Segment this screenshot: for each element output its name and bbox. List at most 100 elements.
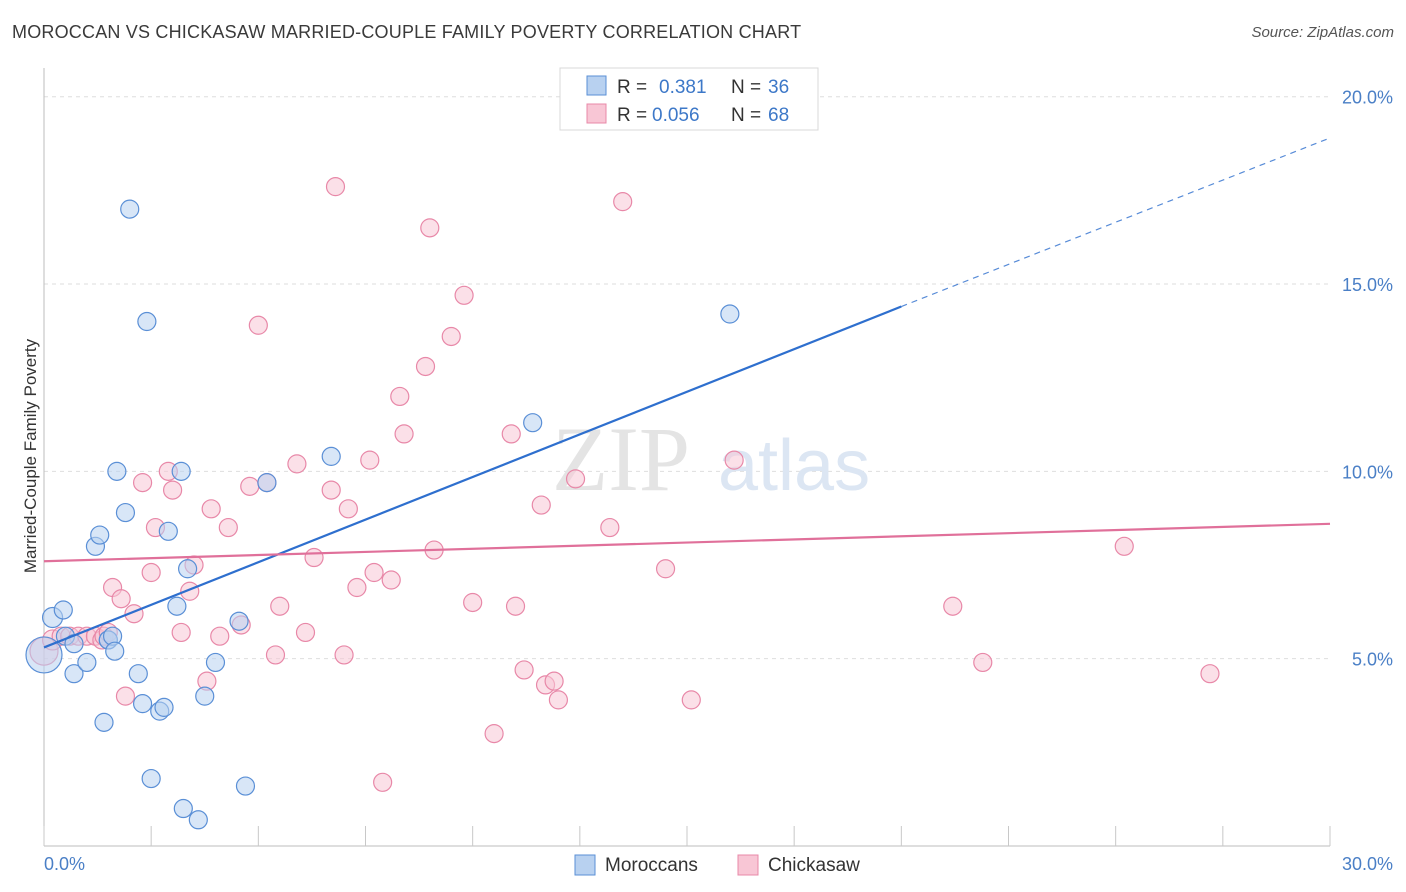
chickasaw-point-11 [111, 589, 131, 609]
legend-swatch-moroccans [574, 854, 596, 876]
series-legend: Moroccans Chickasaw [574, 854, 860, 876]
tick-labels: 5.0% 10.0% 15.0% 20.0% 0.0% 30.0% [44, 88, 1393, 874]
chickasaw-point-44 [390, 386, 410, 407]
chickasaw-point-39 [347, 577, 367, 598]
moroccans-point-0 [25, 636, 63, 674]
legend-swatch-chickasaw [737, 854, 759, 876]
moroccans-point-14 [107, 461, 127, 481]
y-tick-label-3: 20.0% [1342, 88, 1393, 108]
watermark-zip: ZIP [552, 408, 690, 510]
chickasaw-point-40 [360, 450, 380, 470]
moroccans-point-20 [141, 768, 161, 789]
moroccans-point-30 [205, 652, 226, 673]
chickasaw-point-28 [248, 315, 268, 335]
legend-n-value-pink: 68 [768, 105, 789, 126]
chickasaw-point-36 [325, 177, 346, 197]
legend-swatch-blue [586, 75, 607, 96]
chickasaw-point-47 [420, 218, 440, 238]
moroccans-point-22 [154, 697, 174, 717]
moroccans-point-23 [158, 521, 178, 541]
chickasaw-point-50 [454, 285, 474, 305]
chickasaw-point-61 [600, 517, 620, 538]
moroccans-point-9 [94, 712, 114, 732]
watermark-atlas: atlas [718, 426, 870, 506]
moroccans-point-32 [235, 776, 256, 796]
legend-label-moroccans: Moroccans [605, 855, 698, 876]
chickasaw-point-15 [141, 562, 161, 583]
chickasaw-point-52 [484, 724, 504, 744]
moroccans-point-29 [195, 686, 215, 706]
chickasaw-point-63 [655, 559, 676, 579]
chickasaw-point-32 [287, 454, 307, 474]
source-label: Source: ZipAtlas.com [1251, 24, 1394, 41]
chickasaw-point-35 [321, 480, 341, 500]
moroccans-point-24 [167, 596, 187, 616]
chickasaw-point-43 [381, 570, 401, 590]
legend-r-label-blue: R = [617, 77, 647, 98]
legend-swatch-pink [586, 103, 607, 124]
chickasaw-point-37 [334, 645, 354, 665]
y-tick-label-1: 10.0% [1342, 462, 1393, 482]
chickasaw-point-12 [115, 686, 136, 706]
chickasaw-point-34 [304, 547, 324, 568]
chickasaw-point-31 [270, 596, 290, 616]
chickasaw-point-45 [394, 424, 414, 444]
moroccans-point-28 [188, 810, 208, 830]
chickasaw-point-58 [544, 671, 564, 691]
y-axis-title: Married-Couple Family Poverty [21, 338, 40, 573]
chickasaw-trend-line [43, 522, 1331, 563]
chickasaw-point-42 [373, 772, 393, 792]
moroccans-points [25, 199, 740, 830]
chickasaw-point-54 [505, 596, 526, 616]
chickasaw-point-33 [295, 622, 316, 643]
legend-n-value-blue: 36 [768, 77, 789, 98]
moroccans-point-13 [105, 641, 125, 661]
moroccans-point-35 [523, 413, 543, 433]
moroccans-point-17 [128, 664, 148, 684]
chickasaw-point-18 [163, 480, 183, 500]
grid-lines [44, 96, 1330, 660]
legend-n-label-pink: N = [731, 105, 761, 126]
x-tick-label-0: 0.0% [44, 854, 85, 874]
chickasaw-point-46 [415, 356, 436, 377]
moroccans-trend-line [43, 305, 902, 649]
x-tick-label-1: 30.0% [1342, 854, 1393, 874]
moroccans-point-34 [321, 446, 341, 466]
chickasaw-point-49 [441, 326, 461, 347]
chickasaw-point-59 [548, 690, 569, 710]
moroccans-point-19 [137, 311, 157, 332]
moroccans-point-2 [53, 600, 73, 620]
chickasaw-point-65 [724, 450, 744, 470]
moroccans-trend-extension [901, 137, 1331, 308]
chickasaw-point-41 [364, 562, 384, 583]
axes [43, 68, 1331, 847]
chickasaw-point-14 [132, 473, 153, 493]
y-tick-label-2: 15.0% [1342, 275, 1393, 295]
legend-r-value-pink: 0.056 [652, 105, 700, 126]
moroccans-point-31 [229, 611, 249, 631]
chickasaw-point-67 [973, 652, 993, 673]
chickasaw-point-51 [463, 592, 483, 613]
moroccans-point-33 [257, 473, 277, 493]
moroccans-point-18 [132, 694, 153, 714]
chickasaw-point-53 [501, 424, 521, 444]
moroccans-point-16 [120, 199, 140, 219]
chickasaw-point-38 [338, 499, 358, 519]
moroccans-point-6 [77, 652, 97, 673]
chickasaw-point-24 [210, 626, 230, 646]
moroccans-point-36 [720, 304, 740, 324]
correlation-legend: R = 0.381 N = 36 R = 0.056 N = 68 [559, 67, 819, 131]
legend-r-value-blue: 0.381 [659, 77, 707, 98]
legend-n-label-blue: N = [731, 77, 761, 98]
chickasaw-point-66 [943, 596, 963, 616]
moroccans-point-25 [171, 461, 191, 481]
moroccans-point-5 [64, 664, 84, 684]
chickasaw-point-30 [265, 645, 286, 665]
chickasaw-point-69 [1200, 664, 1220, 684]
legend-r-label-pink: R = [617, 105, 647, 126]
trend-lines [43, 137, 1331, 649]
chickasaw-point-19 [171, 622, 191, 643]
moroccans-point-26 [173, 798, 193, 819]
legend-label-chickasaw: Chickasaw [768, 855, 860, 876]
